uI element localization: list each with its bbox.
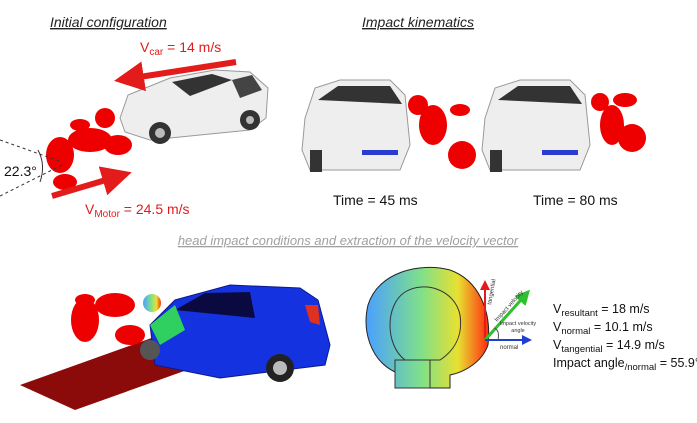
vector-label: Impact velocity: [494, 290, 525, 324]
section-title: head impact conditions and extraction of…: [178, 233, 519, 248]
result-line: Vtangential = 14.9 m/s: [553, 338, 665, 355]
vector-arrow: [483, 289, 531, 342]
value: = 18 m/s: [598, 302, 650, 316]
car-illustration: [481, 79, 591, 172]
head-illustration: [143, 294, 161, 312]
velocity-arrow: [114, 59, 237, 92]
value: = 10.1 m/s: [590, 320, 652, 334]
subscript: tangential: [561, 344, 602, 355]
value: = 14 m/s: [163, 39, 221, 55]
angle-label: 22.3°: [4, 163, 37, 179]
frame-label: Time = 80 ms: [533, 192, 618, 208]
subscript: /normal: [625, 362, 657, 373]
value: = 55.9°: [656, 356, 697, 370]
symbol: V: [553, 302, 562, 316]
rider-illustration: [408, 95, 476, 169]
value: = 14.9 m/s: [603, 338, 665, 352]
symbol: V: [553, 338, 562, 352]
subscript: Motor: [94, 209, 120, 220]
car-illustration: [301, 79, 411, 172]
symbol: V: [140, 39, 150, 55]
section-title: Impact kinematics: [362, 14, 474, 30]
result-line: Impact angle/normal = 55.9°: [553, 356, 697, 373]
vector-label: normal: [500, 345, 518, 351]
symbol: V: [85, 201, 95, 217]
angle-arc: [37, 149, 44, 183]
angle-arc: [493, 327, 499, 341]
vector-label: tangential: [487, 279, 497, 306]
car-illustration: [149, 284, 331, 382]
symbol: Impact angle: [553, 356, 625, 370]
velocity-arrow: [51, 166, 132, 199]
angle-guide: [0, 139, 63, 197]
subscript: normal: [561, 326, 590, 337]
motorcycle-illustration: [46, 108, 132, 190]
value: = 24.5 m/s: [120, 201, 190, 217]
symbol: V: [553, 320, 562, 334]
section-title: Initial configuration: [50, 14, 167, 30]
subscript: car: [149, 47, 164, 58]
subscript: resultant: [561, 308, 598, 319]
car-illustration: [119, 69, 269, 144]
velocity-label: Vcar = 14 m/s: [140, 39, 221, 58]
result-line: Vresultant = 18 m/s: [553, 302, 650, 319]
line: angle: [511, 328, 524, 334]
frame-label: Time = 45 ms: [333, 192, 418, 208]
vector-label: Impact velocity angle: [500, 321, 537, 334]
rider-illustration: [71, 293, 160, 360]
head-diagram: [365, 266, 490, 389]
line: Impact velocity: [500, 321, 537, 327]
result-line: Vnormal = 10.1 m/s: [553, 320, 653, 337]
velocity-label: VMotor = 24.5 m/s: [85, 201, 190, 220]
rider-illustration: [591, 93, 646, 152]
